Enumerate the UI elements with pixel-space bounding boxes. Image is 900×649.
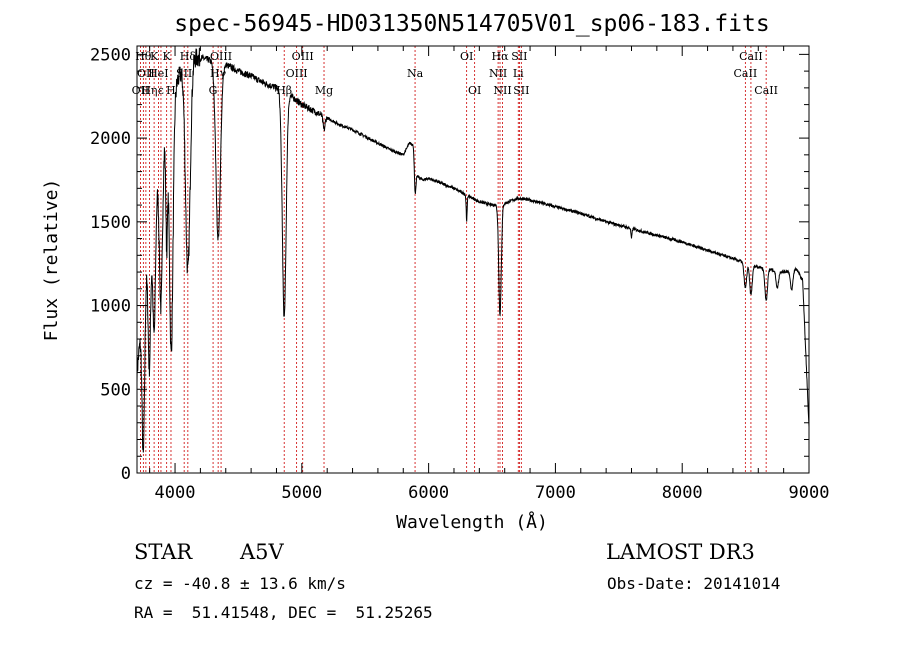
line-marker-labels: OIIHθOIIHηKHeIεKHSIIHδGHγOIIIHβOIIIOIIIM… (132, 50, 778, 97)
line-marker-label: Hα (491, 50, 509, 63)
x-tick-label: 5000 (281, 483, 322, 503)
line-marker-label: NII (489, 67, 507, 80)
line-marker-label: OIII (286, 67, 308, 80)
y-tick-label: 2000 (90, 129, 131, 149)
object-class: STAR (134, 540, 193, 564)
line-marker-label: Na (407, 67, 424, 80)
y-tick-label: 0 (121, 464, 131, 484)
spectral-subclass: A5V (240, 540, 284, 564)
line-marker-label: CaII (754, 84, 778, 97)
line-marker-label: SII (513, 84, 529, 97)
y-axis-label: Flux (relative) (41, 179, 62, 342)
line-marker-label: Hδ (180, 50, 197, 63)
x-tick-label: 8000 (662, 483, 703, 503)
line-marker-label: Li (513, 67, 524, 80)
x-tick-label: 4000 (155, 483, 196, 503)
x-tick-label: 6000 (408, 483, 449, 503)
line-marker-label: G (209, 84, 218, 97)
line-marker-label: OI (468, 84, 481, 97)
survey-name: LAMOST DR3 (606, 540, 755, 564)
y-tick-label: 2500 (90, 45, 131, 65)
line-marker-label: K (163, 50, 172, 63)
y-tick-label: 1500 (90, 213, 131, 233)
plot-frame (136, 45, 810, 474)
line-marker-label: OII (132, 84, 150, 97)
line-markers (140, 46, 767, 473)
radial-velocity: cz = -40.8 ± 13.6 km/s (134, 574, 346, 593)
line-marker-label: OIII (210, 50, 232, 63)
line-marker-label: Hη (141, 84, 157, 97)
line-marker-label: H (166, 84, 176, 97)
observation-date: Obs-Date: 20141014 (607, 574, 781, 593)
x-tick-label: 7000 (535, 483, 576, 503)
spectrum-line (136, 47, 810, 453)
x-axis-label: Wavelength (Å) (396, 511, 548, 533)
line-marker-label: Hγ (210, 67, 227, 80)
line-marker-label: SII (511, 50, 527, 63)
y-axis-ticks: 0 500 1000 1500 2000 2500 (90, 45, 809, 484)
line-marker-label: ε (158, 84, 164, 97)
x-axis-ticks: 4000 5000 6000 7000 8000 9000 (149, 46, 830, 503)
chart-title: spec-56945-HD031350N514705V01_sp06-183.f… (174, 11, 769, 37)
line-marker-label: Hβ (276, 84, 292, 97)
line-marker-label: K (150, 50, 159, 63)
y-tick-label: 500 (100, 380, 131, 400)
line-marker-label: NII (493, 84, 511, 97)
line-marker-label: OIII (292, 50, 314, 63)
line-marker-label: CaII (734, 67, 758, 80)
sky-coordinates: RA = 51.41548, DEC = 51.25265 (134, 603, 433, 622)
line-marker-label: OI (460, 50, 473, 63)
line-marker-label: OII (137, 67, 155, 80)
line-marker-label: Hθ (135, 50, 152, 63)
line-marker-label: HeI (148, 67, 168, 80)
line-marker-label: Mg (315, 84, 333, 97)
line-marker-label: CaII (739, 50, 763, 63)
y-tick-label: 1000 (90, 297, 131, 317)
x-tick-label: 9000 (789, 483, 830, 503)
